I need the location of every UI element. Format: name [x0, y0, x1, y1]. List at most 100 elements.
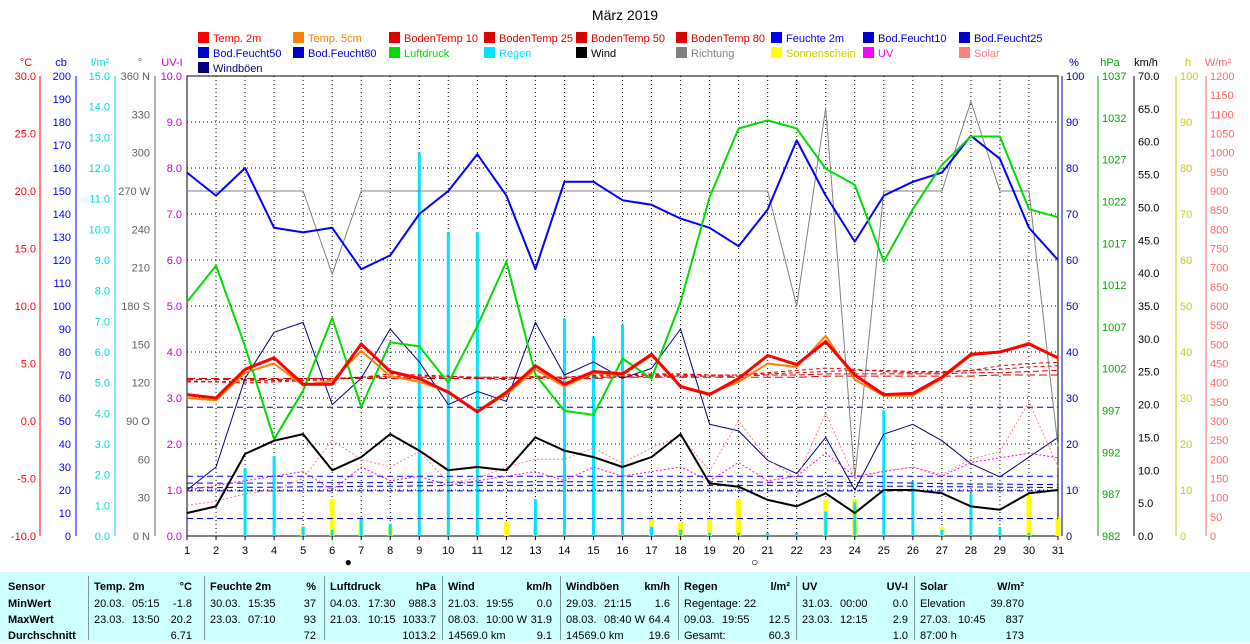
stats-header: Wind: [448, 581, 475, 593]
axis-tick-uv: 5.0: [167, 301, 182, 313]
axis-tick-solar: 400: [1210, 378, 1228, 390]
stats-time: 10:00 W: [486, 614, 527, 626]
axis-tick-direction: 0 N: [133, 531, 150, 543]
legend-label: Temp. 2m: [213, 33, 261, 45]
stats-date: 23.03.: [210, 614, 241, 626]
legend-swatch: [576, 47, 587, 58]
legend-swatch: [484, 32, 495, 43]
stats-value: 9.1: [536, 630, 552, 642]
axis-tick-wind: 55.0: [1138, 170, 1159, 182]
axis-tick-cloud: 190: [53, 94, 71, 106]
axis-tick-solar: 650: [1210, 282, 1228, 294]
axis-unit-humidity: %: [1069, 57, 1079, 69]
axis-tick-pressure: 1037: [1102, 71, 1126, 83]
legend-swatch: [198, 47, 209, 58]
axis-unit-temp: °C: [20, 57, 32, 69]
axis-tick-rain: 3.0: [95, 439, 110, 451]
axis-tick-pressure: 1022: [1102, 196, 1126, 208]
stats-unit: hPa: [415, 581, 436, 593]
legend-label: Bod.Feucht50: [213, 48, 282, 60]
x-tick-label: 27: [936, 545, 948, 557]
stats-date: 31.03.: [802, 598, 833, 610]
axis-tick-solar: 150: [1210, 474, 1228, 486]
stats-value: -1.8: [173, 598, 192, 610]
stats-date: 23.03.: [802, 614, 833, 626]
stats-time: 12:15: [840, 614, 868, 626]
stats-date: 08.03.: [448, 614, 479, 626]
stats-time: 13:50: [132, 614, 160, 626]
bar-regen: [359, 517, 363, 536]
axis-tick-direction: 270 W: [118, 186, 150, 198]
legend-label: Wind: [591, 48, 616, 60]
stats-separator: [204, 576, 205, 640]
legend-label: Luftdruck: [404, 48, 450, 60]
stats-date: Gesamt:: [684, 630, 726, 642]
stats-date: 20.03.: [94, 598, 125, 610]
axis-tick-pressure: 997: [1102, 406, 1120, 418]
stats-value: 12.5: [768, 614, 790, 626]
legend-swatch: [293, 32, 304, 43]
stats-row-label: MinWert: [8, 598, 52, 610]
stats-header: Windböen: [566, 581, 620, 593]
axis-tick-cloud: 20: [59, 485, 71, 497]
axis-tick-pressure: 1012: [1102, 280, 1126, 292]
axis-tick-cloud: 140: [53, 209, 71, 221]
stats-time: 17:30: [368, 598, 396, 610]
axis-unit-uv: UV-I: [161, 57, 182, 69]
x-tick-label: 19: [703, 545, 715, 557]
legend-swatch: [576, 32, 587, 43]
axis-tick-uv: 1.0: [167, 485, 182, 497]
axis-tick-direction: 90 O: [126, 416, 150, 428]
axis-tick-cloud: 120: [53, 255, 71, 267]
stats-time: 15:35: [248, 598, 276, 610]
stats-value: 1013.2: [402, 630, 436, 642]
axis-tick-sun: 20: [1180, 439, 1192, 451]
axis-tick-temp: 15.0: [15, 244, 36, 256]
stats-separator: [560, 576, 561, 640]
axis-tick-rain: 10.0: [89, 224, 110, 236]
x-tick-label: 14: [558, 545, 570, 557]
moon-marker: ●: [345, 555, 352, 569]
x-tick-label: 31: [1052, 545, 1064, 557]
axis-tick-temp: 10.0: [15, 301, 36, 313]
x-tick-label: 29: [994, 545, 1006, 557]
axis-tick-humidity: 10: [1066, 485, 1078, 497]
axis-tick-direction: 30: [138, 493, 150, 505]
axis-tick-solar: 300: [1210, 416, 1228, 428]
bar-sonnenschein: [1026, 494, 1032, 536]
axis-tick-rain: 8.0: [95, 286, 110, 298]
stats-time: 19:55: [722, 614, 750, 626]
bar-sonnenschein: [736, 499, 742, 536]
bar-regen: [272, 456, 276, 536]
legend-label: Bod.Feucht25: [974, 33, 1043, 45]
axis-tick-wind: 65.0: [1138, 104, 1159, 116]
stats-value: 93: [303, 614, 316, 626]
axis-tick-humidity: 20: [1066, 439, 1078, 451]
chart-title: März 2019: [592, 7, 658, 23]
legend-swatch: [959, 47, 970, 58]
axis-tick-direction: 240: [132, 224, 150, 236]
stats-value: 988.3: [408, 598, 436, 610]
stats-time: 00:00: [840, 598, 868, 610]
axis-tick-rain: 2.0: [95, 470, 110, 482]
bar-regen: [737, 532, 741, 536]
stats-time: 10:45: [958, 614, 986, 626]
stats-unit: °C: [179, 581, 192, 593]
legend-label: BodenTemp 80: [691, 33, 765, 45]
axis-tick-uv: 3.0: [167, 393, 182, 405]
bar-regen: [969, 493, 973, 536]
stats-date: 23.03.: [94, 614, 125, 626]
stats-time: 19:55: [486, 598, 514, 610]
axis-tick-sun: 90: [1180, 117, 1192, 129]
x-tick-label: 20: [733, 545, 745, 557]
stats-time: 08:40 W: [604, 614, 645, 626]
axis-tick-wind: 45.0: [1138, 235, 1159, 247]
bar-regen: [446, 232, 450, 536]
x-tick-label: 16: [616, 545, 628, 557]
stats-panel: Sensor MinWert MaxWert Durchschnitt Temp. 2m…: [0, 572, 1250, 642]
bar-regen: [679, 529, 683, 536]
stats-unit: UV-I: [886, 581, 908, 593]
stats-unit: km/h: [644, 581, 670, 593]
axis-tick-sun: 100: [1180, 71, 1198, 83]
